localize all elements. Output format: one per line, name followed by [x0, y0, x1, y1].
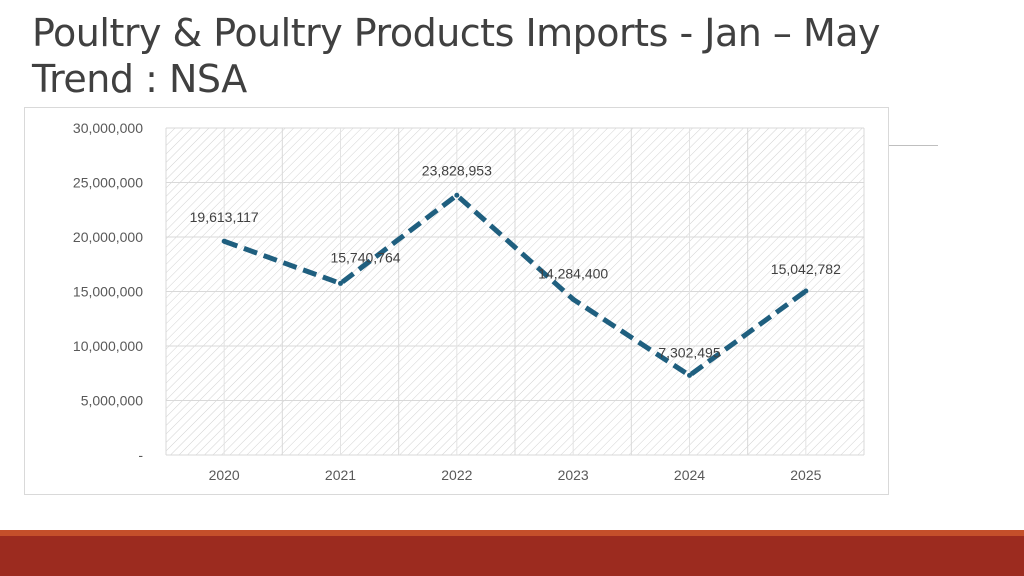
series-line-group [223, 192, 808, 378]
x-axis-tick-labels: 2020 2021 2022 2023 2024 2025 [209, 467, 822, 483]
data-point [803, 288, 809, 294]
x-tick-label: 2023 [558, 467, 589, 483]
x-tick-label: 2020 [209, 467, 240, 483]
slide-title-line2: Trend : NSA [32, 57, 247, 101]
x-tick-label: 2024 [674, 467, 705, 483]
series-line [223, 192, 808, 378]
slide-title-line1: Poultry & Poultry Products Imports - Jan… [32, 11, 881, 55]
data-point [338, 280, 343, 286]
data-point [221, 238, 227, 244]
data-labels: 19,613,117 15,740,764 23,828,953 14,284,400… [190, 162, 841, 360]
footer-accent-bar [0, 530, 1024, 536]
y-tick-label: 20,000,000 [73, 229, 143, 245]
data-label: 14,284,400 [538, 265, 608, 281]
data-label: 23,828,953 [422, 162, 492, 178]
y-tick-label: 25,000,000 [73, 175, 143, 191]
footer-bar [0, 536, 1024, 576]
x-tick-label: 2022 [441, 467, 472, 483]
y-tick-label: 15,000,000 [73, 284, 143, 300]
chart-frame: - 5,000,000 10,000,000 15,000,000 20,000,000… [24, 107, 889, 495]
y-tick-label: 10,000,000 [73, 338, 143, 354]
data-label: 7,302,495 [658, 344, 720, 360]
x-tick-label: 2025 [790, 467, 821, 483]
slide-title: Poultry & Poultry Products Imports - Jan… [32, 10, 932, 102]
y-tick-label: 30,000,000 [73, 120, 143, 136]
y-tick-label: 5,000,000 [81, 393, 143, 409]
y-tick-label: - [138, 447, 143, 463]
data-label: 19,613,117 [190, 209, 259, 225]
decorative-line [889, 145, 938, 146]
x-tick-label: 2021 [325, 467, 356, 483]
data-points [221, 192, 809, 378]
data-label: 15,042,782 [771, 261, 841, 277]
data-label: 15,740,764 [330, 249, 400, 265]
data-point [454, 192, 460, 198]
y-axis-tick-labels: - 5,000,000 10,000,000 15,000,000 20,000,000… [73, 120, 143, 463]
gridlines [165, 127, 865, 456]
line-chart: - 5,000,000 10,000,000 15,000,000 20,000,000… [73, 120, 865, 483]
data-point [570, 296, 576, 302]
data-point [687, 372, 692, 378]
